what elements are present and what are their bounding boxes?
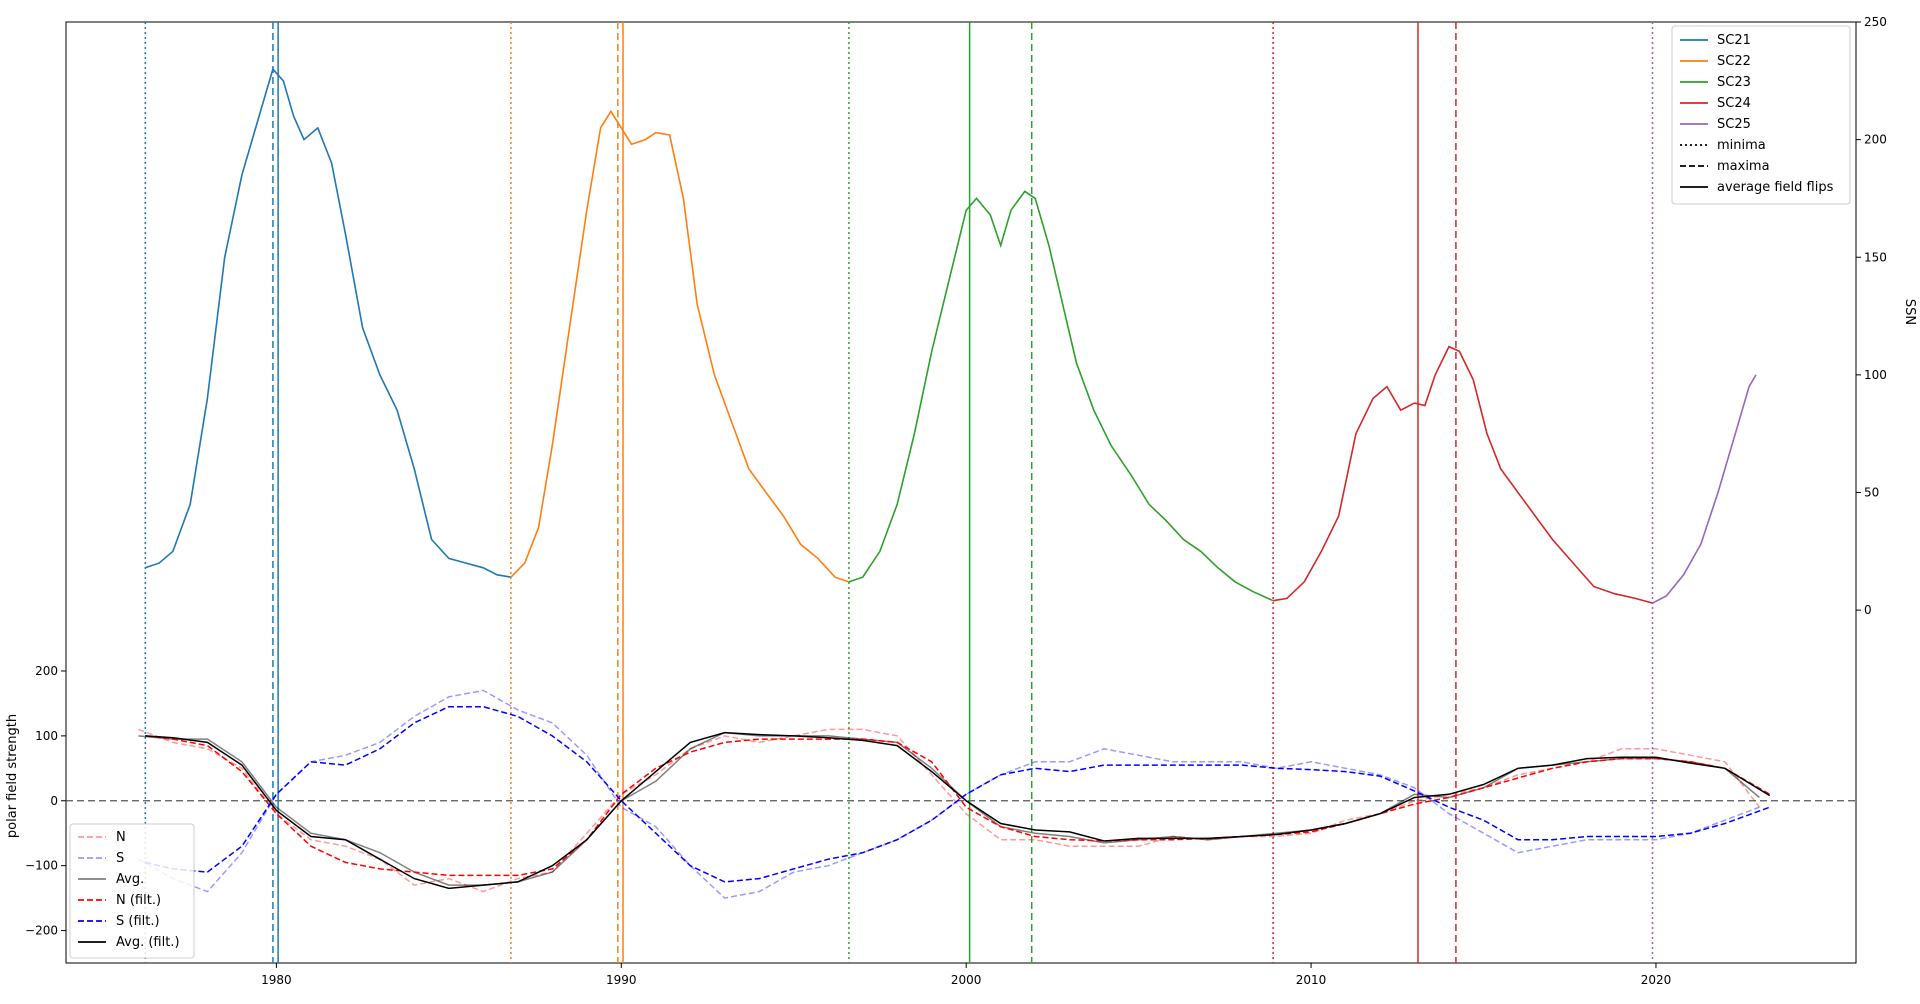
legend-top-label-sc23: SC23 (1717, 75, 1751, 90)
series-sc22 (510, 109, 850, 583)
series-sc23 (848, 190, 1274, 602)
legend-top-label-sc24: SC24 (1717, 96, 1751, 111)
series-sc24 (1272, 345, 1653, 604)
series-s-filt (145, 705, 1771, 883)
legend-top-label-sc21: SC21 (1717, 33, 1751, 48)
x-tick-label-2010: 2010 (1296, 973, 1327, 987)
series-sc25 (1652, 374, 1757, 604)
legend-top-label-average-field-flips: average field flips (1717, 180, 1834, 195)
legend-bottom-label-n: N (116, 830, 126, 845)
series-avg-filt (145, 731, 1771, 890)
left-y-tick-label-200: −200 (25, 924, 58, 938)
legend-top: SC21 SC22 SC23 SC24 SC25 minima maxima average … (1671, 25, 1851, 205)
right-y-tick-label-50: 50 (1864, 486, 1879, 500)
left-y-tick-label-0: 0 (50, 794, 58, 808)
right-y-tick-label-250: 250 (1864, 15, 1887, 29)
x-tick-label-1980: 1980 (261, 973, 292, 987)
left-y-axis-label: polar field strength (5, 714, 20, 838)
legend-bottom-label-avg-filt: Avg. (filt.) (116, 935, 180, 950)
plot-frame (65, 21, 1857, 964)
legend-top-label-minima: minima (1717, 138, 1766, 153)
right-y-tick-label-0: 0 (1864, 603, 1872, 617)
legend-bottom: NS Avg. N (filt.) S (filt.) Avg. (filt.) (69, 823, 195, 959)
legend-top-frame (1671, 25, 1851, 205)
x-axis: 1980 1990 2000 2010 2020 (261, 963, 1671, 987)
legend-bottom-label-s-filt: S (filt.) (116, 914, 160, 929)
legend-bottom-label-s: S (116, 851, 124, 866)
left-y-tick-label-100: −100 (25, 859, 58, 873)
legend-bottom-label-avg: Avg. (116, 872, 144, 887)
right-y-axis-label: SSN (1902, 299, 1917, 325)
right-y-tick-label-200: 200 (1864, 133, 1887, 147)
series-n-filt (145, 735, 1771, 877)
cycle-vlines-layer (144, 22, 1654, 963)
polar-field-layer (138, 689, 1771, 899)
legend-top-label-sc22: SC22 (1717, 54, 1751, 69)
legend-bottom-frame (69, 823, 195, 959)
left-y-tick-label-200: 200 (35, 664, 58, 678)
legend-top-label-sc25: SC25 (1717, 117, 1751, 132)
right-y-tick-label-100: 100 (1864, 368, 1887, 382)
x-tick-label-2020: 2020 (1641, 973, 1672, 987)
right-y-tick-label-150: 150 (1864, 250, 1887, 264)
left-y-axis: polar field strength −200 −100 0 100 200 (5, 664, 66, 938)
legend-bottom-label-n-filt: N (filt.) (116, 893, 161, 908)
x-tick-label-2000: 2000 (951, 973, 982, 987)
left-y-tick-label-100: 100 (35, 729, 58, 743)
series-avg (138, 731, 1760, 886)
ssn-layer (145, 67, 1757, 604)
x-tick-label-1990: 1990 (606, 973, 637, 987)
series-n (138, 728, 1760, 893)
legend-top-label-maxima: maxima (1717, 159, 1770, 174)
right-y-axis: SSN 0 50 100 150 200 250 (1856, 15, 1917, 617)
series-sc21 (145, 67, 512, 578)
